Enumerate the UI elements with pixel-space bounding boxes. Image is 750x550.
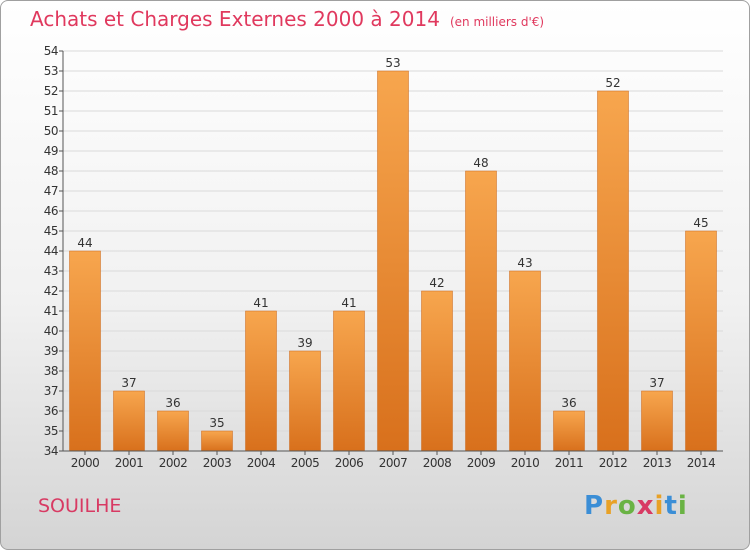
title-text: Achats et Charges Externes 2000 à 2014: [30, 7, 440, 31]
data-labels: 44 37 36 35 41 39 41 53 42 48 43 36 52 37 45: [77, 56, 708, 430]
y-tick-label: 43: [44, 264, 58, 278]
bar-2007: [377, 70, 409, 452]
y-tick-label: 46: [44, 204, 58, 218]
y-tick-label: 48: [44, 164, 58, 178]
y-tick-label: 52: [44, 84, 58, 98]
y-tick-label: 49: [44, 144, 58, 158]
y-tick-label: 39: [44, 344, 58, 358]
bar-2010: [509, 270, 541, 452]
bar-2013: [641, 390, 673, 452]
y-tick-label: 47: [44, 184, 58, 198]
bar-2004: [245, 310, 277, 452]
bar-2012: [597, 90, 629, 452]
data-label-2009: 48: [473, 156, 488, 170]
x-tick-label-2011: 2011: [555, 456, 584, 470]
y-tick-label: 36: [44, 404, 58, 418]
logo-letter: i: [677, 491, 688, 521]
bar-2008: [421, 290, 453, 452]
x-tick-label-2003: 2003: [203, 456, 232, 470]
data-label-2000: 44: [77, 236, 92, 250]
y-tick-label: 51: [44, 104, 58, 118]
bar-2009: [465, 170, 497, 452]
y-tick-label: 41: [44, 304, 58, 318]
x-tick-label-2012: 2012: [599, 456, 628, 470]
data-label-2007: 53: [385, 56, 400, 70]
data-label-2011: 36: [561, 396, 576, 410]
logo-letter: P: [584, 491, 605, 521]
bar-2005: [289, 350, 321, 452]
x-tick-label-2009: 2009: [467, 456, 496, 470]
y-tick-label: 45: [44, 224, 58, 238]
data-label-2010: 43: [517, 256, 532, 270]
bar-2011: [553, 410, 585, 452]
logo-letter: x: [636, 491, 655, 521]
data-label-2008: 42: [429, 276, 444, 290]
logo-letter: o: [617, 491, 637, 521]
bars: [69, 70, 717, 452]
x-tick-label-2002: 2002: [159, 456, 188, 470]
data-label-2012: 52: [605, 76, 620, 90]
y-tick-label: 34: [44, 444, 58, 458]
x-tick-label-2001: 2001: [115, 456, 144, 470]
commune-name: SOUILHE: [38, 495, 122, 517]
y-tick-label: 37: [44, 384, 58, 398]
y-tick-label: 40: [44, 324, 58, 338]
x-tick-label-2004: 2004: [247, 456, 276, 470]
brand-logo: Proxiti: [584, 491, 688, 521]
data-label-2013: 37: [649, 376, 664, 390]
y-tick-label: 38: [44, 364, 58, 378]
bar-2000: [69, 250, 101, 452]
x-tick-label-2005: 2005: [291, 456, 320, 470]
logo-letter: i: [654, 491, 665, 521]
chart-title: Achats et Charges Externes 2000 à 2014 (e…: [30, 7, 544, 31]
x-tick-label-2013: 2013: [643, 456, 672, 470]
bar-2002: [157, 410, 189, 452]
x-tick-label-2000: 2000: [71, 456, 100, 470]
bar-2014: [685, 230, 717, 452]
data-label-2005: 39: [297, 336, 312, 350]
data-label-2004: 41: [253, 296, 268, 310]
data-label-2001: 37: [121, 376, 136, 390]
bar-2001: [113, 390, 145, 452]
y-tick-label: 42: [44, 284, 58, 298]
y-tick-label: 44: [44, 244, 58, 258]
x-tick-label-2014: 2014: [687, 456, 716, 470]
y-tick-label: 54: [44, 44, 58, 58]
data-label-2002: 36: [165, 396, 180, 410]
bar-2003: [201, 430, 233, 452]
data-label-2003: 35: [209, 416, 224, 430]
data-label-2014: 45: [693, 216, 708, 230]
logo-letter: t: [664, 491, 678, 521]
bar-2006: [333, 310, 365, 452]
data-label-2006: 41: [341, 296, 356, 310]
y-tick-label: 53: [44, 64, 58, 78]
x-tick-label-2006: 2006: [335, 456, 364, 470]
y-tick-label: 50: [44, 124, 58, 138]
x-tick-label-2007: 2007: [379, 456, 408, 470]
y-tick-label: 35: [44, 424, 58, 438]
logo-letter: r: [604, 491, 618, 521]
title-unit: (en milliers d'€): [449, 15, 545, 29]
axes: 34 35 36 37 38 39 40 41 42 43 44 45 46 47 48 49 50 51 52 53…: [44, 44, 723, 470]
x-tick-label-2008: 2008: [423, 456, 452, 470]
x-tick-label-2010: 2010: [511, 456, 540, 470]
